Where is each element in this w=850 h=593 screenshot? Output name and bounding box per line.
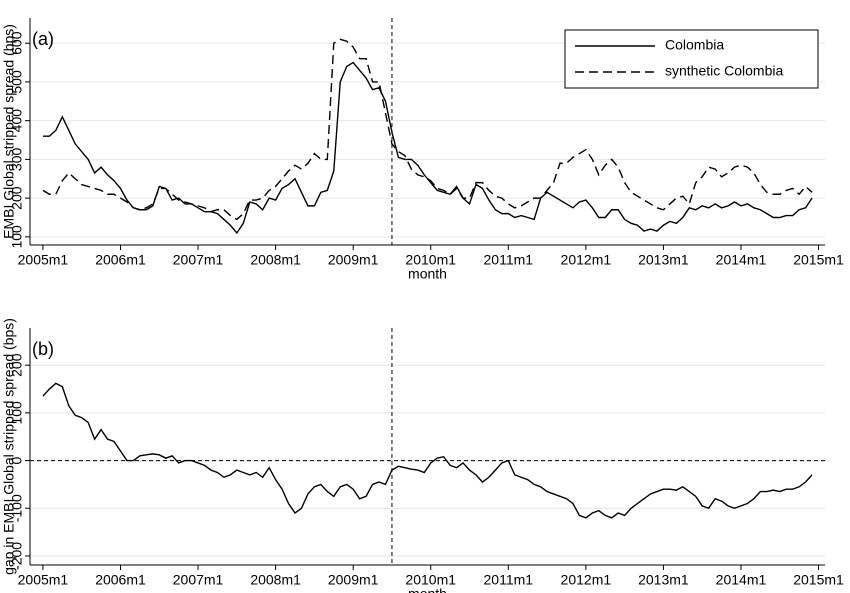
panel-label: (b) — [32, 339, 54, 359]
x-tick-label: 2009m1 — [328, 252, 379, 268]
x-tick-label: 2008m1 — [250, 252, 301, 268]
x-tick-label: 2008m1 — [250, 572, 301, 588]
x-tick-label: 2014m1 — [716, 572, 767, 588]
x-tick-label: 2013m1 — [638, 572, 689, 588]
x-tick-label: 2006m1 — [95, 572, 146, 588]
series-line — [42, 61, 813, 235]
y-axis-title: gap in EMBI Global stripped spread (bps) — [1, 318, 17, 575]
y-tick-label: 200 — [9, 353, 25, 377]
x-axis-title: month — [408, 266, 447, 282]
legend-box — [564, 29, 819, 89]
y-tick-label: 600 — [9, 31, 25, 55]
legend-label: synthetic Colombia — [665, 63, 783, 79]
y-tick-label: 0 — [9, 456, 25, 464]
y-tick-label: 300 — [9, 147, 25, 171]
x-tick-label: 2011m1 — [484, 572, 534, 588]
legend-label: Colombia — [665, 37, 724, 53]
y-tick-label: 100 — [9, 401, 25, 425]
x-tick-label: 2014m1 — [716, 252, 767, 268]
y-tick-label: 100 — [9, 225, 25, 249]
series-line — [42, 382, 813, 519]
series-line — [42, 38, 813, 221]
x-tick-label: 2006m1 — [95, 252, 146, 268]
x-axis-title: month — [408, 586, 447, 593]
y-tick-label: -100 — [9, 494, 25, 522]
y-axis-title: EMBI Global stripped spread (bps) — [1, 24, 17, 239]
panel-label: (a) — [32, 29, 54, 49]
x-tick-label: 2007m1 — [173, 252, 224, 268]
x-tick-label: 2012m1 — [561, 572, 612, 588]
x-tick-label: 2013m1 — [638, 252, 689, 268]
y-tick-label: 200 — [9, 186, 25, 210]
x-tick-label: 2010m1 — [405, 252, 456, 268]
x-tick-label: 2005m1 — [18, 252, 69, 268]
x-tick-label: 2015m1 — [793, 572, 844, 588]
x-tick-label: 2011m1 — [484, 252, 534, 268]
x-tick-label: 2009m1 — [328, 572, 379, 588]
y-tick-label: 400 — [9, 109, 25, 133]
x-tick-label: 2007m1 — [173, 572, 224, 588]
x-tick-label: 2015m1 — [793, 252, 844, 268]
x-tick-label: 2005m1 — [18, 572, 69, 588]
y-tick-label: -200 — [9, 542, 25, 570]
x-tick-label: 2010m1 — [405, 572, 456, 588]
y-tick-label: 500 — [9, 70, 25, 94]
x-tick-label: 2012m1 — [561, 252, 612, 268]
